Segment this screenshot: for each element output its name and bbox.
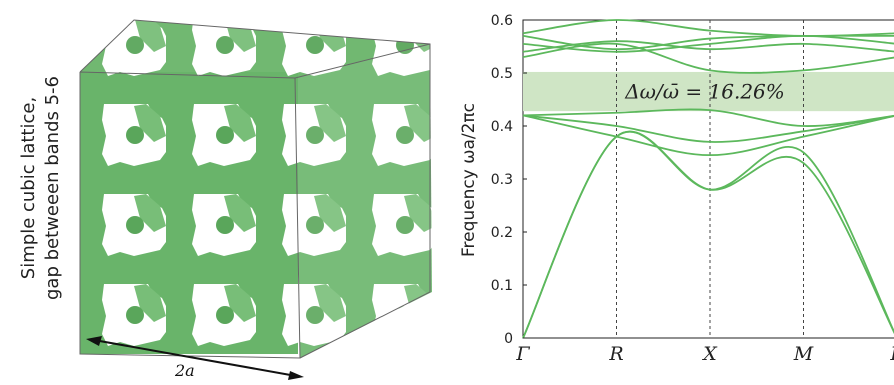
cube-front-face (80, 72, 298, 354)
band-line-4 (522, 114, 894, 143)
y-tick-label: 0.4 (491, 119, 513, 135)
x-tick-label: M (793, 343, 814, 365)
band-line-2 (522, 130, 894, 339)
cube-illustration (79, 19, 432, 359)
cube-right-face (295, 44, 432, 358)
y-tick-label: 0.1 (491, 278, 513, 294)
scale-label: 2a (174, 361, 195, 380)
x-tick-label: Γ (889, 343, 894, 365)
band-lines (522, 19, 894, 339)
y-tick-label: 0 (504, 331, 513, 347)
x-tick-labels: ΓRXMΓ (515, 343, 894, 365)
band-line-3 (522, 114, 894, 157)
side-label-line2: gap betweeen bands 5-6 (42, 76, 63, 300)
band-line-6 (522, 42, 894, 74)
band-diagram: Δω/ω̄ = 16.26% 0 0.1 0.2 0.3 0.4 0.5 0.6 Γ R X M Γ… (459, 13, 894, 365)
plot-area-frame (522, 19, 894, 339)
x-tick-label: X (701, 343, 718, 365)
cube-top-face (80, 20, 430, 78)
x-tick-label: Γ (515, 343, 530, 365)
side-label: Simple cubic lattice, gap betweeen bands… (18, 76, 63, 300)
y-tick-label: 0.2 (491, 225, 513, 241)
side-label-line1: Simple cubic lattice, (18, 97, 39, 279)
vertical-gridlines (616, 20, 804, 338)
scale-arrow: 2a (86, 336, 304, 380)
band-line-10 (522, 19, 894, 37)
y-tick-labels: 0 0.1 0.2 0.3 0.4 0.5 0.6 (491, 13, 527, 347)
x-tick-label: R (608, 343, 623, 365)
band-gap-label: Δω/ω̄ = 16.26% (624, 80, 785, 104)
y-tick-label: 0.5 (491, 66, 513, 82)
y-tick-label: 0.6 (491, 13, 513, 29)
y-axis-label: Frequency ωa/2πc (459, 103, 479, 257)
band-line-1 (522, 130, 894, 339)
y-tick-label: 0.3 (491, 172, 513, 188)
band-gap-region (523, 71, 894, 112)
band-line-5 (522, 108, 894, 127)
band-line-8 (522, 34, 894, 53)
band-line-7 (522, 40, 894, 53)
